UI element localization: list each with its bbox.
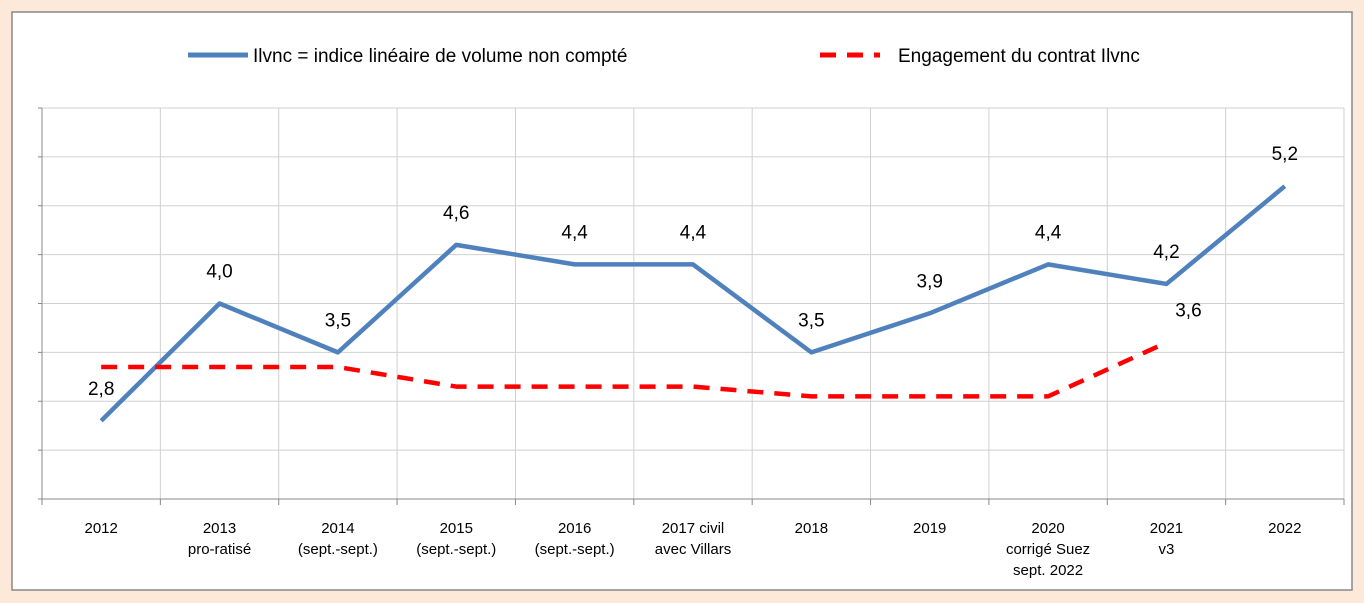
x-tick-label: avec Villars [655,541,731,558]
x-tick-label: 2014 [321,520,354,537]
x-tick-label: (sept.-sept.) [535,541,615,558]
x-tick-label: 2020 [1031,520,1064,537]
series-line [99,184,1287,423]
x-tick-label: 2016 [558,520,591,537]
data-label: 4,4 [1035,222,1062,243]
x-tick-label: corrigé Suez [1006,541,1090,558]
x-tick-label: 2017 civil [662,520,725,537]
data-label: 3,5 [325,310,351,331]
data-label: 4,0 [206,262,232,283]
x-tick-label: 2012 [84,520,117,537]
series-line [101,340,1168,399]
x-tick-label: 2019 [913,520,946,537]
x-tick-label: 2022 [1268,520,1301,537]
data-label: 4,4 [561,222,588,243]
data-label: 3,9 [917,271,943,292]
x-tick-label: 2018 [795,520,828,537]
data-label: 4,2 [1153,242,1179,263]
x-tick-label: sept. 2022 [1013,562,1083,579]
data-label: 5,2 [1272,144,1298,165]
x-tick-label: pro-ratisé [188,541,251,558]
legend: Ilvnc = indice linéaire de volume non co… [188,46,1140,67]
x-tick-label: 2015 [440,520,473,537]
data-label: 4,6 [443,203,469,224]
legend-label: Ilvnc = indice linéaire de volume non co… [253,46,627,67]
data-label: 2,8 [88,379,114,400]
data-label: 3,5 [798,310,824,331]
x-tick-label: v3 [1159,541,1175,558]
x-tick-label: 2013 [203,520,236,537]
x-tick-label: (sept.-sept.) [416,541,496,558]
legend-label: Engagement du contrat Ilvnc [898,46,1140,67]
data-label: 4,4 [680,222,707,243]
x-tick-label: (sept.-sept.) [298,541,378,558]
x-tick-label: 2021 [1150,520,1183,537]
data-label: 3,6 [1175,301,1201,322]
chart-frame [11,11,1353,591]
